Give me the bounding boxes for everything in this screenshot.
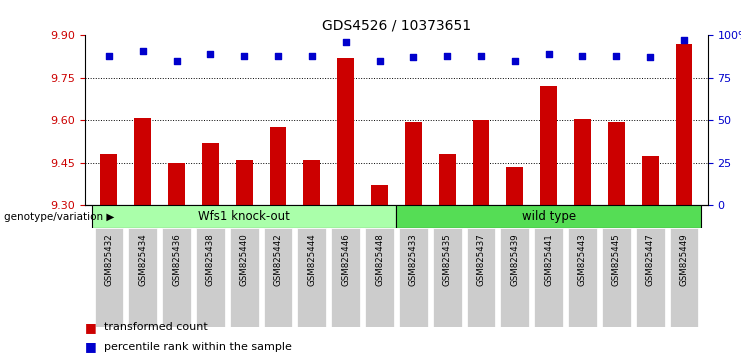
Bar: [270, 127, 287, 205]
Text: GSM825445: GSM825445: [612, 233, 621, 286]
Text: wild type: wild type: [522, 210, 576, 223]
Text: ■: ■: [85, 341, 101, 353]
Bar: [642, 156, 659, 205]
Point: [475, 53, 487, 59]
Text: Wfs1 knock-out: Wfs1 knock-out: [199, 210, 290, 223]
Bar: [433, 228, 462, 327]
Text: GSM825440: GSM825440: [239, 233, 249, 286]
Point: [408, 55, 419, 60]
Point: [340, 39, 352, 45]
Bar: [473, 120, 490, 205]
Bar: [574, 119, 591, 205]
Bar: [670, 228, 698, 327]
Bar: [405, 122, 422, 205]
Text: GSM825436: GSM825436: [172, 233, 181, 286]
Point: [272, 53, 284, 59]
Text: GSM825438: GSM825438: [206, 233, 215, 286]
Point: [509, 58, 521, 64]
Bar: [540, 86, 557, 205]
Point: [306, 53, 318, 59]
Point: [678, 38, 690, 43]
Bar: [101, 154, 117, 205]
Text: GSM825442: GSM825442: [273, 233, 282, 286]
Text: genotype/variation ▶: genotype/variation ▶: [4, 212, 114, 222]
Bar: [500, 228, 529, 327]
Bar: [202, 143, 219, 205]
Bar: [303, 160, 320, 205]
Point: [611, 53, 622, 59]
Text: GSM825441: GSM825441: [544, 233, 554, 286]
Text: GSM825437: GSM825437: [476, 233, 485, 286]
Bar: [396, 205, 701, 228]
Bar: [676, 44, 692, 205]
Point: [576, 53, 588, 59]
Text: GSM825446: GSM825446: [341, 233, 350, 286]
Bar: [365, 228, 394, 327]
Bar: [128, 228, 157, 327]
Bar: [331, 228, 360, 327]
Bar: [230, 228, 259, 327]
Text: percentile rank within the sample: percentile rank within the sample: [104, 342, 292, 352]
Point: [441, 53, 453, 59]
Bar: [95, 228, 123, 327]
Point: [542, 51, 554, 57]
Text: GSM825449: GSM825449: [679, 233, 688, 286]
Bar: [506, 167, 523, 205]
Point: [103, 53, 115, 59]
Bar: [568, 228, 597, 327]
Point: [170, 58, 182, 64]
Bar: [602, 228, 631, 327]
Bar: [236, 160, 253, 205]
Bar: [92, 205, 396, 228]
Text: GSM825435: GSM825435: [442, 233, 452, 286]
Text: GSM825433: GSM825433: [409, 233, 418, 286]
Title: GDS4526 / 10373651: GDS4526 / 10373651: [322, 19, 471, 33]
Bar: [439, 154, 456, 205]
Point: [239, 53, 250, 59]
Point: [137, 48, 149, 53]
Bar: [534, 228, 563, 327]
Bar: [196, 228, 225, 327]
Text: transformed count: transformed count: [104, 322, 207, 332]
Bar: [134, 118, 151, 205]
Bar: [467, 228, 496, 327]
Bar: [162, 228, 191, 327]
Point: [373, 58, 385, 64]
Bar: [399, 228, 428, 327]
Text: ■: ■: [85, 321, 101, 334]
Bar: [337, 58, 354, 205]
Bar: [636, 228, 665, 327]
Text: GSM825432: GSM825432: [104, 233, 113, 286]
Bar: [371, 185, 388, 205]
Bar: [264, 228, 293, 327]
Text: GSM825439: GSM825439: [511, 233, 519, 286]
Text: GSM825443: GSM825443: [578, 233, 587, 286]
Text: GSM825448: GSM825448: [375, 233, 384, 286]
Text: GSM825447: GSM825447: [645, 233, 654, 286]
Text: GSM825434: GSM825434: [139, 233, 147, 286]
Point: [644, 55, 656, 60]
Bar: [297, 228, 326, 327]
Bar: [168, 163, 185, 205]
Text: GSM825444: GSM825444: [308, 233, 316, 286]
Point: [205, 51, 216, 57]
Bar: [608, 122, 625, 205]
